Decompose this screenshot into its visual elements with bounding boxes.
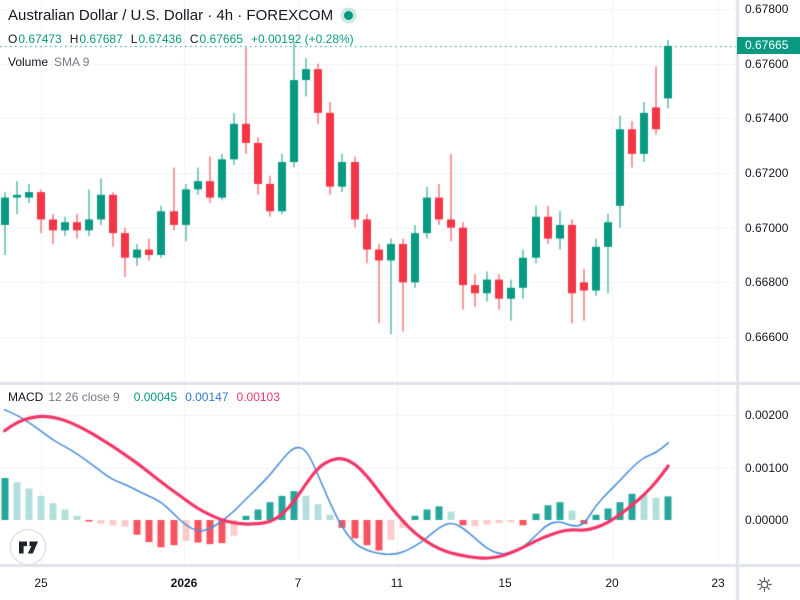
macd-hist-value: 0.00045 (133, 390, 178, 404)
time-axis[interactable]: 25 2026 7 11 15 20 23 (0, 565, 800, 600)
macd-axis-label: 0.00100 (745, 460, 789, 475)
time-axis-label: 25 (34, 576, 48, 590)
change-value: +0.00192 (+0.28%) (250, 32, 354, 46)
time-axis-label: 7 (294, 576, 302, 590)
macd-line-value: 0.00147 (185, 390, 229, 404)
price-axis-label: 0.67000 (745, 220, 789, 235)
macd-params: 12 26 close 9 (48, 390, 120, 404)
time-axis-label: 20 (605, 576, 619, 590)
high-value: 0.67687 (79, 32, 123, 46)
tradingview-logo[interactable] (9, 528, 47, 566)
close-label: C (189, 32, 199, 46)
volume-params: SMA 9 (54, 55, 90, 69)
close-value: 0.67665 (199, 32, 243, 46)
market-status-dot (344, 11, 354, 20)
macd-axis-label: 0.00200 (745, 408, 789, 422)
time-axis-label: 2026 (170, 576, 198, 590)
price-axis-label: 0.67400 (745, 111, 789, 126)
macd-label: MACD (8, 390, 44, 404)
open-label: O (8, 32, 18, 46)
price-axis-label: 0.66600 (745, 329, 789, 344)
high-label: H (69, 32, 79, 46)
price-axis-label: 0.67800 (745, 2, 789, 16)
time-axis-label: 11 (390, 576, 404, 590)
price-axis-label: 0.67600 (745, 56, 789, 71)
ohlc-row: O 0.67473 H 0.67687 L 0.67436 C 0.67665 +0.0… (8, 32, 354, 46)
macd-legend[interactable]: MACD 12 26 close 9 0.00045 0.00147 0.001… (8, 390, 280, 404)
price-axis[interactable]: 0.67800 0.67600 0.67400 0.67200 0.67000 0.668… (737, 0, 800, 565)
low-label: L (130, 32, 138, 46)
macd-signal-value: 0.00103 (236, 390, 280, 404)
volume-label: Volume (8, 55, 49, 69)
low-value: 0.67436 (138, 32, 182, 46)
price-axis-label: 0.66800 (745, 275, 789, 290)
settings-gear-icon[interactable] (751, 571, 777, 597)
macd-axis-label: 0.00000 (745, 513, 789, 527)
last-price-badge: 0.67665 (737, 37, 800, 55)
symbol-legend: Australian Dollar / U.S. Dollar · 4h · F… (8, 7, 354, 69)
time-axis-label: 23 (711, 576, 725, 590)
volume-legend[interactable]: Volume SMA 9 (8, 55, 354, 69)
time-axis-label: 15 (498, 576, 512, 590)
open-value: 0.67473 (18, 32, 62, 46)
price-axis-label: 0.67200 (745, 165, 789, 180)
symbol-title[interactable]: Australian Dollar / U.S. Dollar · 4h · F… (8, 7, 334, 24)
